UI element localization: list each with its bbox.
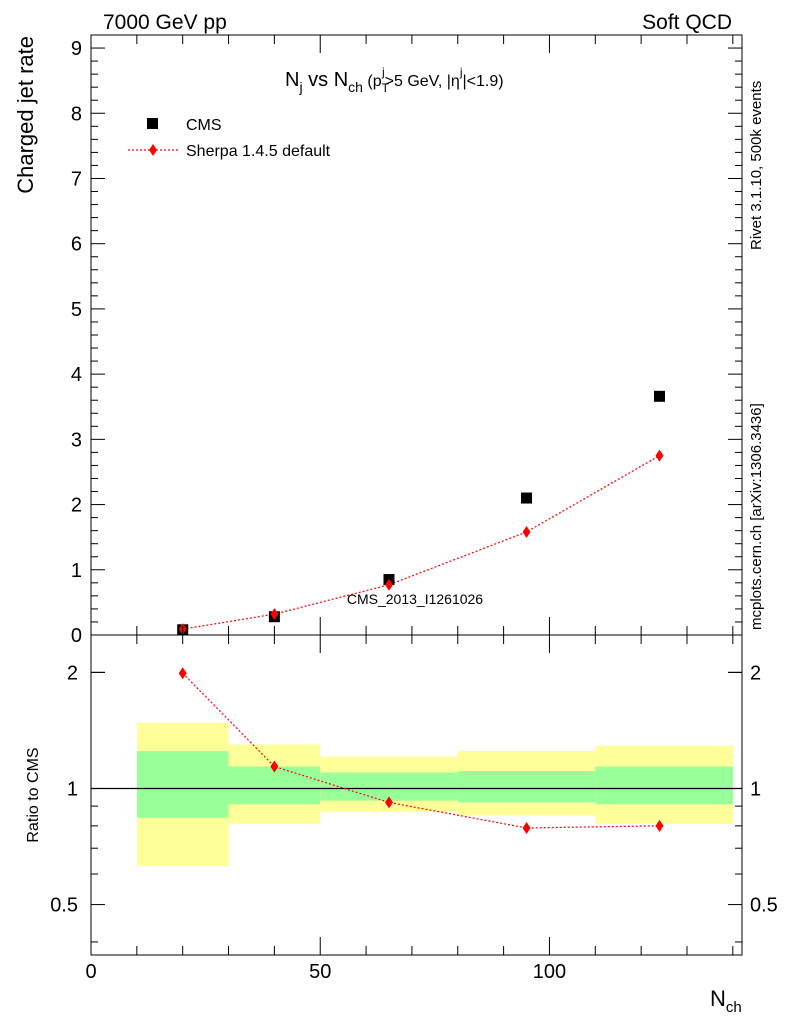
ratio-band-inner-0	[136, 751, 229, 818]
legend-sherpa-marker	[149, 144, 157, 156]
x-tick-label: 50	[309, 961, 331, 983]
main-y-tick-label: 0	[71, 625, 82, 647]
ratio-band-inner-3	[457, 770, 596, 803]
ratio-y-tick-label-right: 2	[750, 662, 761, 684]
main-y-tick-label: 2	[71, 495, 82, 517]
ratio-y-tick-label-left: 0.5	[50, 895, 78, 917]
sherpa-main-line	[182, 455, 660, 630]
series-lines	[91, 455, 742, 829]
main-y-tick-label: 8	[71, 103, 82, 125]
x-tick-label: 0	[85, 961, 96, 983]
analysis-watermark: CMS_2013_I1261026	[347, 591, 483, 607]
plot-title: Nj vs Nch (pTj>5 GeV, |ηj|<1.9)	[285, 65, 504, 95]
sherpa-ratio-point	[384, 796, 393, 809]
main-y-tick-label: 1	[71, 560, 82, 582]
ratio-band-inner-4	[595, 766, 733, 805]
ratio-y-tick-label-left: 1	[67, 778, 78, 800]
cms-data-point	[653, 390, 665, 402]
main-y-axis-title: Charged jet rate	[13, 36, 38, 194]
ratio-y-tick-label-right: 0.5	[750, 895, 778, 917]
sherpa-ratio-point	[270, 760, 279, 773]
ratio-band-inner-1	[228, 766, 321, 805]
sherpa-ratio-point	[655, 819, 664, 832]
sherpa-main-point	[384, 578, 393, 591]
series-markers	[177, 390, 665, 834]
sherpa-main-point	[522, 525, 531, 538]
main-y-tick-label: 9	[71, 38, 82, 60]
axis-ticks: 0 1 2 3 4 5 6 7 8 9 0 50 100 0.5 0.5 1 1 2 2	[50, 34, 778, 983]
main-y-tick-label: 6	[71, 234, 82, 256]
ratio-y-tick-label-left: 2	[67, 662, 78, 684]
legend-sherpa-label: Sherpa 1.4.5 default	[186, 143, 331, 160]
x-axis-title: Nch	[710, 986, 742, 1016]
main-y-tick-label: 5	[71, 299, 82, 321]
header-category-label: Soft QCD	[642, 11, 732, 34]
header-energy-label: 7000 GeV pp	[103, 11, 227, 34]
ratio-band-inner-2	[320, 772, 458, 801]
reference-label: mcplots.cern.ch [arXiv:1306.3436]	[748, 403, 765, 630]
rivet-version-label: Rivet 3.1.10, 500k events	[748, 81, 765, 250]
sherpa-ratio-point	[178, 667, 187, 680]
main-y-tick-label: 4	[71, 364, 82, 386]
main-y-tick-label: 7	[71, 168, 82, 190]
x-tick-label: 100	[533, 961, 566, 983]
legend-cms-label: CMS	[186, 117, 222, 134]
legend-cms-marker	[147, 118, 158, 129]
ratio-y-axis-title: Ratio to CMS	[25, 747, 42, 842]
legend: CMS Sherpa 1.4.5 default	[128, 117, 331, 160]
cms-data-point	[521, 492, 533, 504]
main-y-tick-label: 3	[71, 429, 82, 451]
ratio-plot-frame	[90, 634, 743, 956]
sherpa-ratio-point	[522, 821, 531, 834]
sherpa-main-point	[655, 449, 664, 462]
uncertainty-bands	[136, 722, 733, 866]
ratio-y-tick-label-right: 1	[750, 778, 761, 800]
sherpa-main-point	[270, 608, 279, 621]
